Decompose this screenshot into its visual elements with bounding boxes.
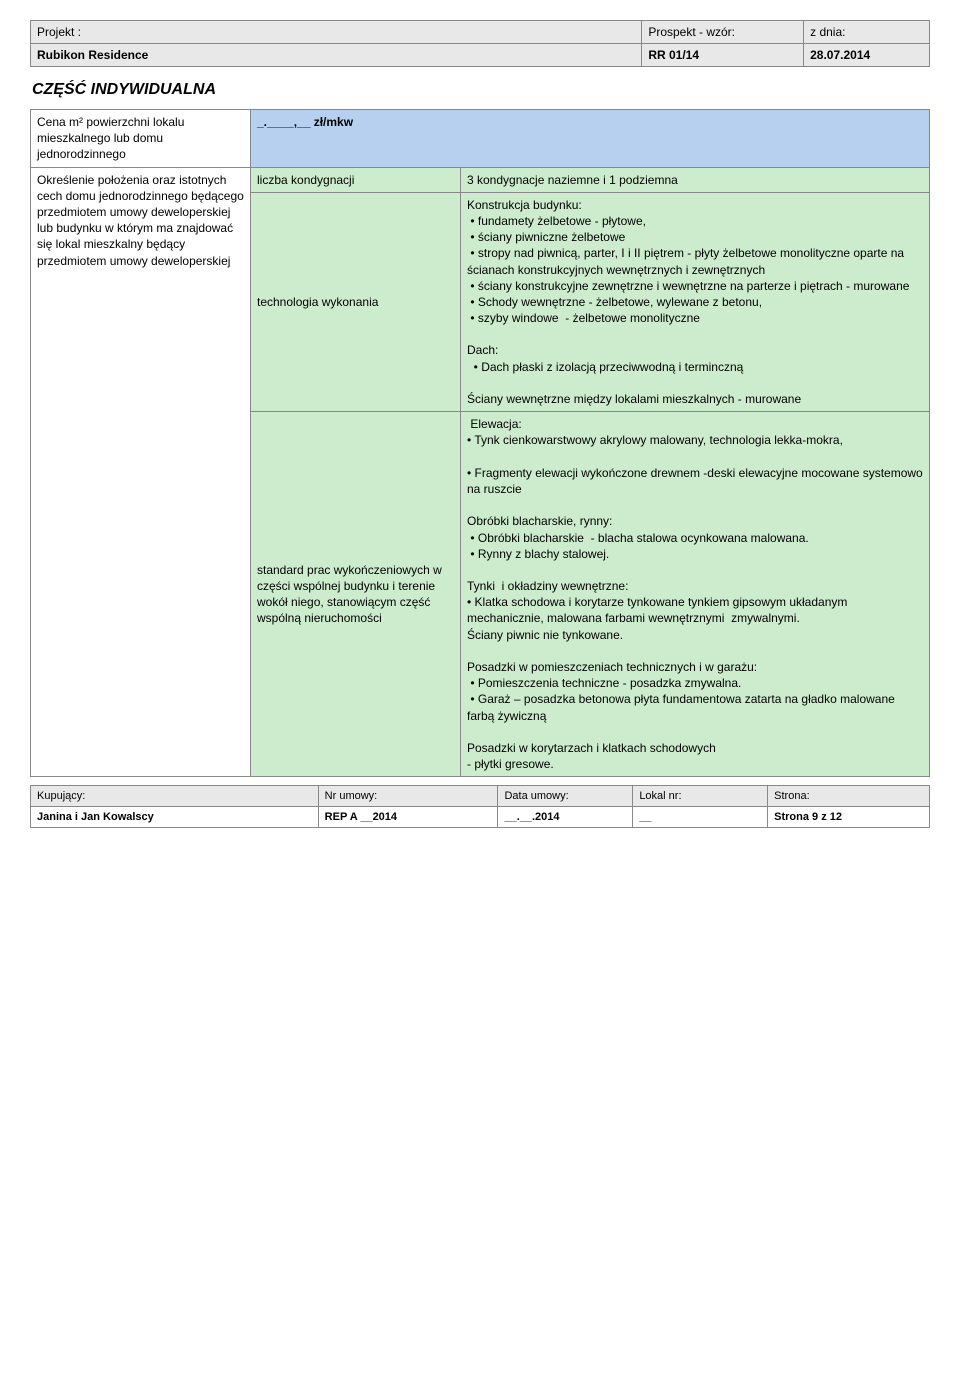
- strona-value: Strona 9 z 12: [768, 807, 930, 828]
- projekt-label: Projekt :: [37, 25, 81, 39]
- left-row-price: Cena m² powierzchni lokalu mieszkalnego …: [31, 110, 251, 168]
- main-table: Cena m² powierzchni lokalu mieszkalnego …: [30, 109, 930, 777]
- section-title: CZĘŚĆ INDYWIDUALNA: [32, 81, 930, 99]
- liczba-value: 3 kondygnacje naziemne i 1 podziemna: [461, 167, 930, 192]
- zdnia-value: 28.07.2014: [810, 48, 870, 62]
- nrumowy-label: Nr umowy:: [318, 786, 498, 807]
- tech-label: technologia wykonania: [251, 192, 461, 411]
- strona-label: Strona:: [768, 786, 930, 807]
- price-cell: _.____,__ zł/mkw: [251, 110, 930, 168]
- projekt-value: Rubikon Residence: [37, 48, 148, 62]
- kupujacy-value: Janina i Jan Kowalscy: [31, 807, 319, 828]
- nrumowy-value: REP A __2014: [318, 807, 498, 828]
- zdnia-label: z dnia:: [810, 25, 845, 39]
- liczba-label: liczba kondygnacji: [251, 167, 461, 192]
- lokal-value: __: [633, 807, 768, 828]
- std-label: standard prac wykończeniowych w części w…: [251, 412, 461, 777]
- dataumowy-value: __.__.2014: [498, 807, 633, 828]
- kupujacy-label: Kupujący:: [31, 786, 319, 807]
- footer-table: Kupujący: Nr umowy: Data umowy: Lokal nr…: [30, 785, 930, 828]
- std-value: Elewacja: • Tynk cienkowarstwowy akrylow…: [461, 412, 930, 777]
- dataumowy-label: Data umowy:: [498, 786, 633, 807]
- prospekt-value: RR 01/14: [648, 48, 699, 62]
- prospekt-label: Prospekt - wzór:: [648, 25, 735, 39]
- lokal-label: Lokal nr:: [633, 786, 768, 807]
- tech-value: Konstrukcja budynku: • fundamety żelbeto…: [461, 192, 930, 411]
- left-row-desc: Określenie położenia oraz istotnych cech…: [31, 167, 251, 777]
- header-table: Projekt : Prospekt - wzór: z dnia: Rubik…: [30, 20, 930, 67]
